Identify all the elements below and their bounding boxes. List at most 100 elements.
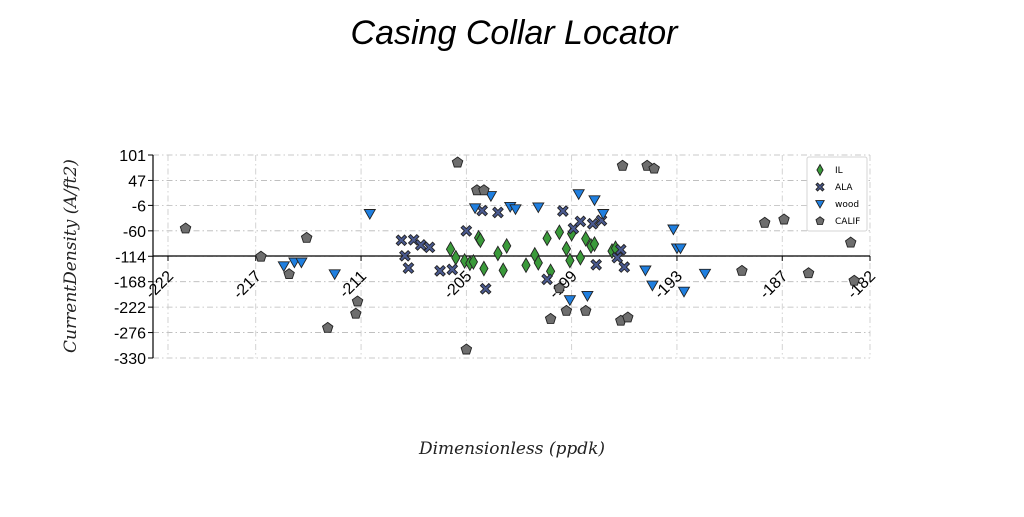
data-point (414, 239, 427, 251)
data-point (363, 209, 377, 221)
y-axis-ticks: 101 47 -6 -60 -114 -168 -222 -276 -330 (114, 148, 153, 368)
data-point (677, 286, 691, 298)
data-point (553, 282, 566, 294)
data-point (563, 295, 577, 307)
data-point (533, 254, 543, 271)
y-tick-label: -222 (114, 300, 146, 317)
data-point (586, 217, 599, 230)
data-point (445, 241, 456, 258)
data-point (395, 234, 408, 247)
x-tick-label: -187 (757, 268, 792, 303)
data-point (451, 156, 464, 168)
data-point (479, 282, 492, 295)
legend-label: CALIF (835, 217, 860, 227)
y-tick-label: -60 (123, 224, 146, 241)
data-point (460, 343, 473, 355)
data-point (572, 189, 585, 201)
data-point (590, 258, 603, 271)
legend: IL ALA wood CALIF (806, 156, 868, 232)
x-tick-label: -193 (651, 268, 686, 303)
data-point (402, 262, 415, 274)
data-point (565, 252, 575, 269)
x-tick-label: -182 (844, 268, 879, 303)
data-point (667, 224, 680, 236)
series-il (445, 224, 621, 280)
data-point (579, 304, 592, 316)
y-tick-label: 101 (119, 148, 146, 165)
data-point (350, 307, 362, 319)
x-axis-ticks: -222-217-211-205-199-193-187-182 (142, 256, 879, 303)
legend-marker (815, 216, 825, 225)
y-tick-label: 47 (128, 173, 146, 190)
data-point (460, 224, 473, 237)
data-point (581, 290, 594, 303)
data-point (423, 241, 436, 254)
data-point (556, 205, 569, 217)
data-point (698, 268, 712, 280)
data-point (561, 240, 572, 257)
data-point (479, 260, 489, 277)
legend-marker (815, 200, 825, 209)
data-point (639, 265, 652, 277)
data-point (611, 251, 624, 264)
data-point (446, 263, 459, 276)
data-point (574, 215, 587, 228)
data-point (848, 274, 860, 286)
data-point (277, 261, 291, 273)
data-point (802, 267, 815, 279)
data-point (622, 311, 634, 323)
chart-title: Casing Collar Locator (351, 14, 680, 52)
data-point (321, 321, 334, 333)
data-point (509, 204, 522, 216)
data-point (575, 249, 586, 266)
data-point (542, 230, 552, 247)
data-point (484, 191, 498, 203)
x-tick-label: -222 (142, 268, 177, 303)
data-point (179, 222, 192, 234)
series-ala (395, 204, 631, 295)
y-tick-label: -168 (114, 275, 146, 292)
data-point (614, 243, 627, 256)
data-point (532, 202, 545, 214)
data-point (476, 204, 489, 217)
legend-label: wood (835, 200, 859, 210)
data-point (588, 195, 601, 207)
data-point (544, 312, 557, 324)
data-point (618, 261, 631, 273)
data-point (648, 162, 660, 174)
data-point (646, 280, 659, 292)
legend-marker (815, 182, 825, 192)
data-point (468, 203, 482, 215)
data-point (554, 224, 565, 241)
legend-marker (816, 163, 824, 177)
data-point (758, 216, 771, 228)
y-tick-label: -114 (115, 249, 146, 266)
y-axis-label: CurrentDensity (A/ft2) (61, 159, 81, 353)
y-tick-label: -6 (132, 198, 146, 215)
x-tick-label: -211 (336, 268, 370, 302)
data-point (541, 273, 553, 286)
x-axis-label: Dimensionless (ppdk) (418, 439, 605, 459)
data-point (493, 245, 503, 262)
legend-box (806, 156, 868, 232)
data-point (468, 253, 479, 271)
data-point (434, 264, 446, 277)
data-point (521, 257, 531, 274)
data-point (502, 237, 512, 255)
series-wood (277, 189, 712, 307)
data-point (616, 159, 629, 171)
data-point (581, 230, 591, 247)
y-tick-label: -330 (114, 351, 146, 368)
x-tick-label: -205 (441, 268, 476, 303)
data-point (736, 264, 748, 276)
data-points (179, 156, 860, 355)
data-point (283, 268, 295, 280)
data-point (399, 249, 411, 262)
data-point (778, 213, 790, 225)
data-point (478, 184, 490, 196)
x-tick-label: -217 (230, 268, 265, 303)
legend-label: ALA (835, 183, 853, 193)
data-point (475, 232, 486, 249)
